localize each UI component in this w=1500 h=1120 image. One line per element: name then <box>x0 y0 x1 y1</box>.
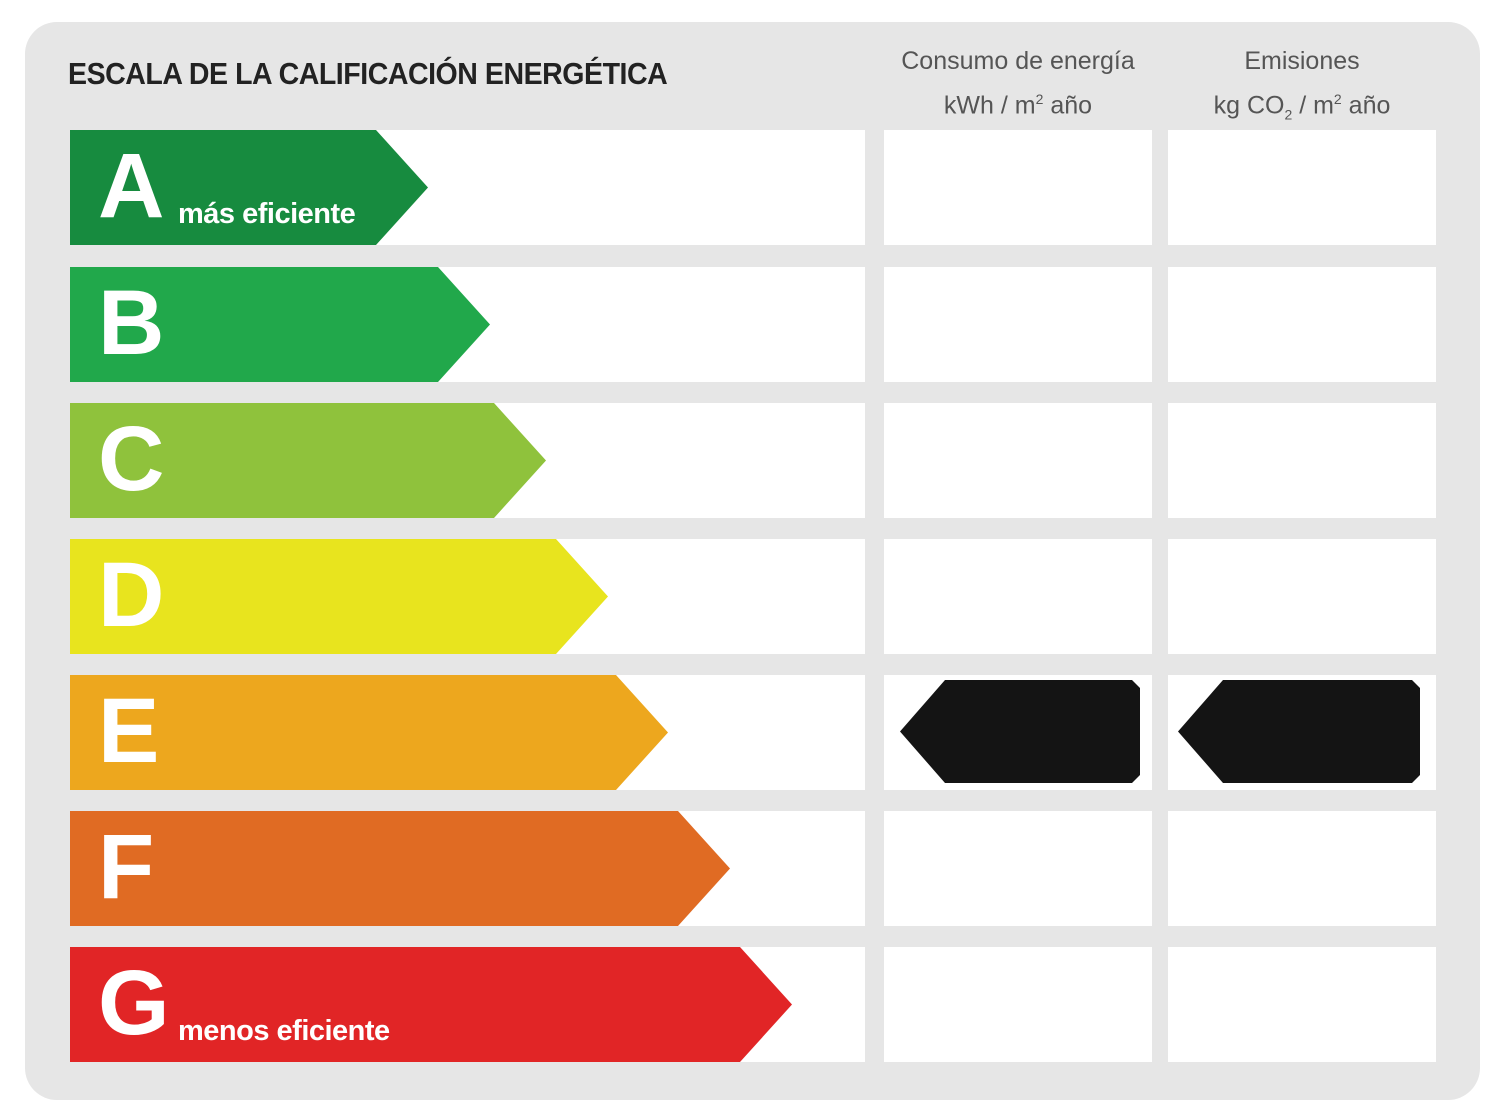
consumo-cell-c <box>884 403 1152 518</box>
consumo-rating-marker <box>900 680 1140 783</box>
class-letter: G <box>98 952 170 1054</box>
emisiones-rating-marker <box>1178 680 1420 783</box>
class-letter: B <box>98 272 165 374</box>
label-title: ESCALA DE LA CALIFICACIÓN ENERGÉTICA <box>68 56 668 91</box>
emisiones-cell-a <box>1168 130 1436 245</box>
consumo-cell-g <box>884 947 1152 1062</box>
class-letter: F <box>98 816 155 918</box>
consumo-cell-d <box>884 539 1152 654</box>
emisiones-cell-g <box>1168 947 1436 1062</box>
emisiones-unit: kg CO2 / m2 año <box>1213 91 1391 123</box>
consumo-cell-a <box>884 130 1152 245</box>
emisiones-header: Emisiones kg CO2 / m2 año <box>1152 42 1452 133</box>
class-letter: E <box>98 680 160 782</box>
consumo-unit: kWh / m2 año <box>943 91 1093 120</box>
emisiones-title: Emisiones <box>1244 47 1360 75</box>
class-d-arrow: D <box>70 539 608 654</box>
emisiones-cell-f <box>1168 811 1436 926</box>
class-sublabel: menos eficiente <box>178 1015 390 1047</box>
consumo-header: Consumo de energía kWh / m2 año <box>868 42 1168 124</box>
consumo-cell-f <box>884 811 1152 926</box>
class-letter: A <box>98 135 165 237</box>
class-c-arrow: C <box>70 403 546 518</box>
emisiones-cell-c <box>1168 403 1436 518</box>
class-b-arrow: B <box>70 267 490 382</box>
class-letter: C <box>98 408 165 510</box>
class-f-arrow: F <box>70 811 730 926</box>
emisiones-cell-b <box>1168 267 1436 382</box>
class-e-arrow: E <box>70 675 668 790</box>
emisiones-cell-d <box>1168 539 1436 654</box>
consumo-title: Consumo de energía <box>901 47 1135 75</box>
class-sublabel: más eficiente <box>178 198 356 230</box>
class-letter: D <box>98 544 165 646</box>
consumo-cell-b <box>884 267 1152 382</box>
